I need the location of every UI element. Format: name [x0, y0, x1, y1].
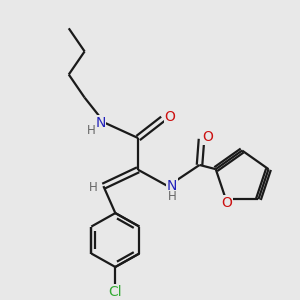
Text: O: O — [202, 130, 213, 144]
Text: Cl: Cl — [109, 285, 122, 299]
Text: H: H — [87, 124, 96, 137]
Text: N: N — [95, 116, 106, 130]
Text: N: N — [167, 179, 177, 193]
Text: H: H — [89, 181, 98, 194]
Text: H: H — [167, 190, 176, 203]
Text: O: O — [164, 110, 175, 124]
Text: O: O — [221, 196, 232, 210]
